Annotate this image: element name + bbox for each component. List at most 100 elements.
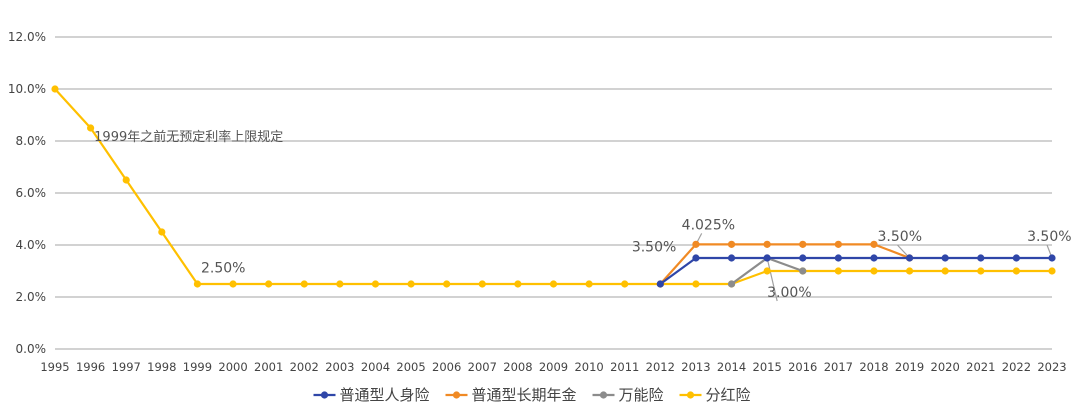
- data-point: [799, 240, 807, 248]
- data-point: [799, 267, 807, 275]
- x-tick-label: 1996: [76, 360, 105, 374]
- x-tick-label: 1997: [112, 360, 141, 374]
- x-tick-label: 2009: [539, 360, 568, 374]
- data-point: [799, 254, 807, 262]
- data-point: [834, 254, 842, 262]
- data-point: [621, 280, 629, 288]
- data-point: [727, 254, 736, 262]
- data-point: [1012, 267, 1020, 275]
- y-tick-label: 6.0%: [16, 186, 47, 200]
- data-point: [977, 254, 985, 262]
- x-tick-label: 2010: [574, 360, 603, 374]
- data-point: [443, 280, 451, 288]
- data-point: [870, 254, 878, 262]
- data-point: [1012, 254, 1020, 262]
- legend-swatch-marker: [320, 391, 329, 399]
- x-tick-label: 2011: [610, 360, 639, 374]
- x-tick-label: 2017: [824, 360, 853, 374]
- data-label: 3.00%: [767, 285, 811, 301]
- data-point: [51, 85, 59, 93]
- legend-label: 普通型长期年金: [472, 386, 577, 404]
- x-tick-label: 2014: [717, 360, 746, 374]
- data-label: 4.025%: [682, 217, 735, 233]
- x-tick-label: 2012: [646, 360, 675, 374]
- data-label: 3.50%: [1027, 229, 1071, 245]
- legend: 普通型人身险 普通型长期年金 万能险 分红险: [313, 386, 751, 404]
- x-tick-label: 1999: [183, 360, 212, 374]
- x-tick-label: 2021: [966, 360, 995, 374]
- legend-swatch-marker: [599, 391, 608, 399]
- data-point: [122, 176, 130, 184]
- data-point: [193, 280, 202, 288]
- x-tick-label: 2016: [788, 360, 817, 374]
- data-point: [834, 240, 842, 248]
- data-point: [763, 254, 771, 262]
- x-tick-label: 2002: [290, 360, 319, 374]
- data-point: [158, 228, 166, 236]
- data-point: [692, 280, 700, 288]
- data-point: [905, 254, 914, 262]
- y-tick-label: 12.0%: [8, 30, 46, 44]
- data-point: [336, 280, 344, 288]
- y-tick-label: 0.0%: [16, 342, 47, 356]
- data-point: [265, 280, 273, 288]
- x-tick-label: 2020: [931, 360, 960, 374]
- x-tick-label: 2008: [503, 360, 532, 374]
- data-point: [763, 267, 771, 275]
- data-point: [834, 267, 842, 275]
- data-label: 3.50%: [878, 229, 922, 245]
- x-tick-label: 2000: [218, 360, 247, 374]
- data-point: [692, 240, 700, 248]
- data-point: [87, 124, 95, 132]
- data-point: [1048, 267, 1056, 275]
- legend-label: 普通型人身险: [340, 386, 430, 404]
- x-tick-label: 1998: [147, 360, 176, 374]
- data-point: [870, 240, 878, 248]
- data-point: [514, 280, 522, 288]
- series-line: [659, 243, 910, 285]
- x-tick-label: 2019: [895, 360, 924, 374]
- data-point: [763, 240, 771, 248]
- data-point: [727, 280, 736, 288]
- data-point: [941, 267, 949, 275]
- data-label: 2.50%: [201, 260, 245, 276]
- x-tick-label: 2022: [1002, 360, 1031, 374]
- legend-swatch-marker: [452, 391, 461, 399]
- x-tick-label: 2023: [1037, 360, 1066, 374]
- x-tick-label: 2001: [254, 360, 283, 374]
- x-tick-label: 2006: [432, 360, 461, 374]
- data-point: [727, 240, 736, 248]
- y-tick-label: 10.0%: [8, 82, 46, 96]
- data-point: [478, 280, 486, 288]
- data-point: [905, 267, 914, 275]
- x-tick-label: 2015: [753, 360, 782, 374]
- x-tick-label: 2007: [468, 360, 497, 374]
- data-point: [870, 267, 878, 275]
- x-tick-label: 1995: [40, 360, 69, 374]
- legend-label: 分红险: [706, 386, 751, 404]
- data-point: [1048, 254, 1056, 262]
- data-point: [300, 280, 308, 288]
- data-point: [585, 280, 593, 288]
- data-point: [371, 280, 380, 288]
- legend-swatch-marker: [686, 391, 695, 399]
- data-point: [229, 280, 237, 288]
- data-point: [692, 254, 700, 262]
- data-point: [656, 280, 664, 288]
- data-point: [977, 267, 985, 275]
- y-tick-label: 4.0%: [16, 238, 47, 252]
- data-label: 3.50%: [632, 240, 676, 256]
- y-tick-label: 2.0%: [16, 290, 47, 304]
- y-tick-label: 8.0%: [16, 134, 47, 148]
- data-point: [407, 280, 415, 288]
- data-point: [549, 280, 558, 288]
- x-tick-label: 2003: [325, 360, 354, 374]
- annotation-leader-line: [766, 257, 778, 302]
- annotation-note: 1999年之前无预定利率上限规定: [94, 129, 283, 145]
- series-line: [659, 256, 1052, 285]
- x-tick-label: 2005: [396, 360, 425, 374]
- x-tick-label: 2018: [859, 360, 888, 374]
- legend-label: 万能险: [619, 386, 664, 404]
